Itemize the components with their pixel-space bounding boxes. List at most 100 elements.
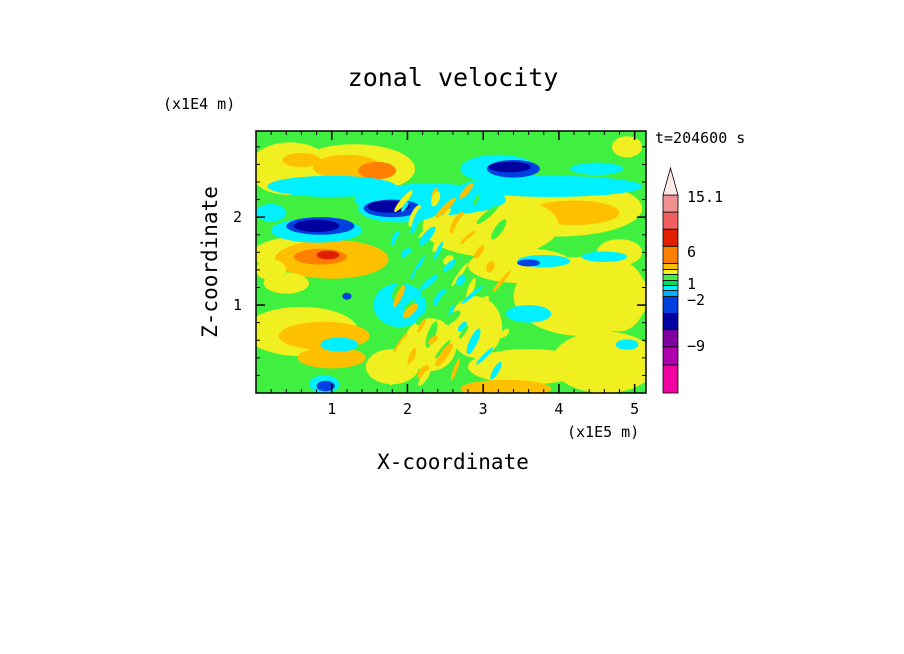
x-tick-label: 5 — [630, 400, 639, 418]
contour-streak — [490, 361, 502, 380]
contour-region — [316, 380, 335, 392]
time-label: t=204600 s — [655, 129, 745, 147]
contour-region — [517, 259, 540, 267]
x-unit-label: (x1E5 m) — [567, 423, 639, 441]
contour-streak — [451, 215, 465, 241]
contour-streak — [451, 263, 468, 287]
contour-streak — [489, 311, 498, 326]
contour-streak — [417, 365, 430, 379]
y-tick-label: 2 — [233, 208, 242, 226]
contour-region — [282, 152, 321, 168]
contour-region — [358, 161, 397, 180]
contour-region — [505, 305, 552, 323]
contour-region — [342, 292, 352, 300]
x-tick-label: 3 — [479, 400, 488, 418]
contour-streak — [456, 274, 466, 286]
contour-region — [293, 219, 340, 233]
contour-streak — [443, 259, 456, 272]
colorbar-swatch — [662, 280, 679, 286]
contour-streak — [458, 325, 469, 339]
contour-streak — [390, 231, 400, 246]
contour-streak — [407, 347, 417, 367]
contour-region — [615, 339, 639, 350]
contour-region — [460, 379, 552, 393]
contour-region — [449, 296, 503, 358]
colorbar-swatch — [662, 313, 679, 331]
contour-streak — [435, 197, 456, 218]
colorbar-swatch — [662, 285, 679, 291]
contour-region — [256, 203, 287, 222]
contour-streak — [432, 238, 442, 253]
contour-streak — [460, 233, 479, 252]
contour-region — [592, 261, 646, 332]
contour-streak — [486, 260, 495, 273]
contour-streak — [393, 285, 405, 308]
colorbar-swatch — [662, 262, 679, 270]
contour-streak — [392, 234, 401, 254]
colorbar-swatch — [662, 329, 679, 348]
colorbar-swatch — [662, 194, 679, 213]
chart-title: zonal velocity — [348, 63, 559, 92]
contour-streak — [427, 335, 438, 345]
contour-streak — [476, 347, 494, 365]
contour-region — [316, 250, 340, 260]
contour-streak — [410, 208, 422, 235]
contour-streak — [419, 274, 439, 291]
colorbar-label: 1 — [687, 275, 696, 293]
contour-streak — [394, 335, 410, 361]
y-unit-label: (x1E4 m) — [163, 95, 235, 113]
contour-streak — [393, 332, 408, 353]
contour-streak — [442, 208, 451, 219]
contour-region — [611, 136, 643, 158]
contour-streak — [386, 186, 401, 198]
contour-streak — [476, 205, 499, 224]
contour-streak — [418, 226, 436, 246]
contour-streak — [418, 223, 434, 238]
contour-streak — [435, 343, 453, 367]
contour-streak — [459, 182, 474, 199]
contour-region — [373, 283, 427, 328]
contour-streak — [401, 252, 414, 266]
contour-streak — [492, 270, 511, 293]
contour-streak — [472, 194, 480, 206]
colorbar-label: 6 — [687, 243, 696, 261]
contour-streak — [449, 211, 464, 234]
contour-streak — [491, 219, 507, 240]
contour-region — [488, 161, 531, 173]
contour-field — [256, 131, 646, 393]
contour-streak — [391, 281, 404, 300]
contour-streak — [461, 285, 483, 305]
contour-streak — [433, 241, 444, 260]
contour-streak — [402, 303, 419, 319]
contour-region — [365, 349, 419, 385]
x-tick-label: 1 — [327, 400, 336, 418]
contour-streak — [414, 267, 424, 280]
colorbar-swatch — [662, 296, 679, 314]
y-axis-label: Z-coordinate — [198, 186, 222, 338]
contour-streak — [448, 354, 459, 374]
colorbar-swatch — [662, 364, 679, 394]
colorbar-label: −2 — [687, 291, 705, 309]
contour-streak — [408, 204, 421, 227]
contour-streak — [466, 328, 481, 355]
contour-streak — [473, 245, 485, 259]
contour-streak — [417, 318, 426, 333]
contour-region — [581, 251, 628, 262]
contour-region — [263, 272, 310, 294]
contour-streak — [458, 372, 472, 385]
contour-streak — [465, 277, 476, 301]
contour-streak — [410, 255, 425, 280]
contour-streak — [389, 374, 396, 386]
colorbar-swatch — [662, 228, 679, 247]
contour-streak — [433, 288, 447, 306]
contour-streak — [434, 292, 448, 314]
contour-region — [570, 162, 624, 175]
contour-streak — [434, 339, 451, 359]
contour-streak — [444, 310, 461, 325]
colorbar-swatch — [662, 346, 679, 366]
contour-region — [320, 337, 359, 352]
contour-streak — [402, 299, 416, 311]
colorbar-extension — [662, 166, 679, 196]
colorbar: 15.1 6 1−2 −9 — [662, 166, 723, 394]
colorbar-swatch — [662, 290, 679, 297]
